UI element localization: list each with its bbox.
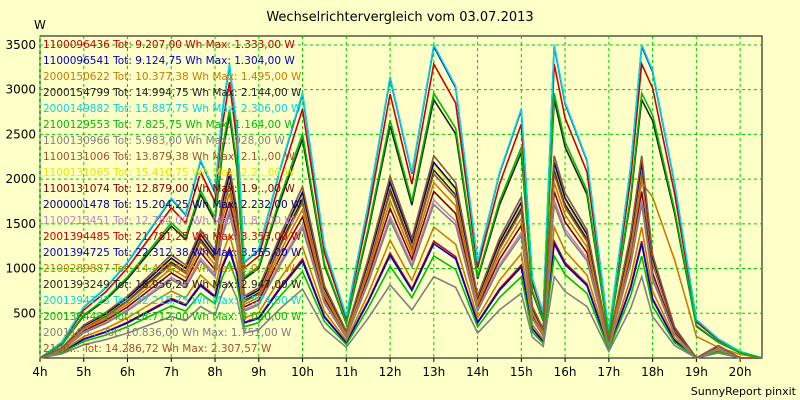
series-line — [39, 223, 762, 359]
x-tick-label: 11h — [335, 365, 358, 379]
y-axis-unit: W — [34, 18, 46, 32]
series-line — [39, 172, 762, 360]
legend-entry: 1100096436 Tot: 9.207,00 Wh Max: 1.333,0… — [43, 39, 295, 51]
legend-entry: 2000149882 Tot: 15.887,75 Wh Max: 2.306,… — [43, 103, 302, 115]
legend-entry: 2000150622 Tot: 10.377,38 Wh Max: 1.495,… — [43, 71, 302, 83]
series-line — [39, 90, 763, 359]
legend-entry: 2001393249 Tot: 18.956,25 Wh Max: 2.947,… — [43, 279, 302, 291]
footer-credit: SunnyReport pinxit — [690, 385, 796, 398]
y-tick-label: 2500 — [5, 127, 36, 141]
x-tick-label: 6h — [120, 365, 135, 379]
x-tick-label: 9h — [251, 365, 266, 379]
x-tick-label: 8h — [207, 365, 222, 379]
x-tick-label: 14h — [466, 365, 489, 379]
series-line — [39, 61, 763, 359]
x-tick-label: 20h — [729, 365, 752, 379]
series-line — [39, 154, 762, 360]
x-tick-label: 15h — [510, 365, 533, 379]
series-line — [39, 190, 762, 359]
legend-entry: 2000001478 Tot: 15.204,25 Wh Max: 2.232,… — [43, 199, 302, 211]
legend-entry: 2100289887 Tot: 14.412,50 Wh Max: 2.0..,… — [43, 263, 295, 275]
series-line — [39, 253, 762, 359]
plot-area — [39, 35, 763, 359]
legend-entry: 2100129553 Tot: 7.825,75 Wh Max: 1.164,0… — [43, 119, 295, 131]
legend-entry: 2001394725 Tot: 22.312,38 Wh Max: 3.555,… — [43, 247, 302, 259]
legend-entry: 2001394491 Tot: 18.712,00 Wh Max: 3.020,… — [43, 311, 302, 323]
series-line — [39, 42, 763, 359]
legend-entry: 2000154799 Tot: 14.994,75 Wh Max: 2.144,… — [43, 87, 302, 99]
x-tick-label: 19h — [685, 365, 708, 379]
legend-entry: 2001103... Tot: 10.836,00 Wh Max: 1.751,… — [43, 327, 292, 339]
y-tick-label: 500 — [13, 306, 36, 320]
x-tick-label: 13h — [422, 365, 445, 379]
x-tick-label: 4h — [32, 365, 47, 379]
legend-entry: 2100... Tot: 14.286,72 Wh Max: 2.307,57 … — [43, 343, 272, 355]
series-line — [39, 240, 762, 359]
legend-entry: 1100130966 Tot: 5.983,00 Wh Max: 928,00 … — [43, 135, 285, 147]
series-line — [39, 180, 763, 359]
x-tick-label: 17h — [597, 365, 620, 379]
x-tick-label: 18h — [641, 365, 664, 379]
legend-entry: 1100131006 Tot: 13.879,38 Wh Max: 2.1..,… — [43, 151, 295, 163]
legend-entry: 1100131065 Tot: 15.410,75 Wh Max: 2.2..,… — [43, 167, 295, 179]
chart-title: Wechselrichtervergleich vom 03.07.2013 — [266, 10, 534, 25]
x-tick-label: 5h — [76, 365, 91, 379]
series-line — [39, 274, 762, 359]
y-tick-label: 3500 — [5, 38, 36, 52]
y-tick-label: 1500 — [5, 217, 36, 231]
legend-entry: 1100096541 Tot: 9.124,75 Wh Max: 1.304,0… — [43, 55, 295, 67]
x-tick-label: 16h — [554, 365, 577, 379]
y-tick-label: 1000 — [5, 262, 36, 276]
legend-entry: 1100213451 Tot: 12.784,00 Wh Max: 1.8..,… — [43, 215, 295, 227]
x-tick-label: 10h — [291, 365, 314, 379]
legend-entry: 2001394723 Tot: 22.215,75 Wh Max: 3.574,… — [43, 295, 302, 307]
legend-entry: 2001394485 Tot: 21.781,25 Wh Max: 3.353,… — [43, 231, 302, 243]
x-tick-label: 12h — [379, 365, 402, 379]
y-tick-label: 3000 — [5, 83, 36, 97]
x-tick-label: 7h — [164, 365, 179, 379]
legend-entry: 1100131074 Tot: 12.879,00 Wh Max: 1.9..,… — [43, 183, 295, 195]
series-line — [39, 203, 762, 359]
y-tick-label: 2000 — [5, 172, 36, 186]
